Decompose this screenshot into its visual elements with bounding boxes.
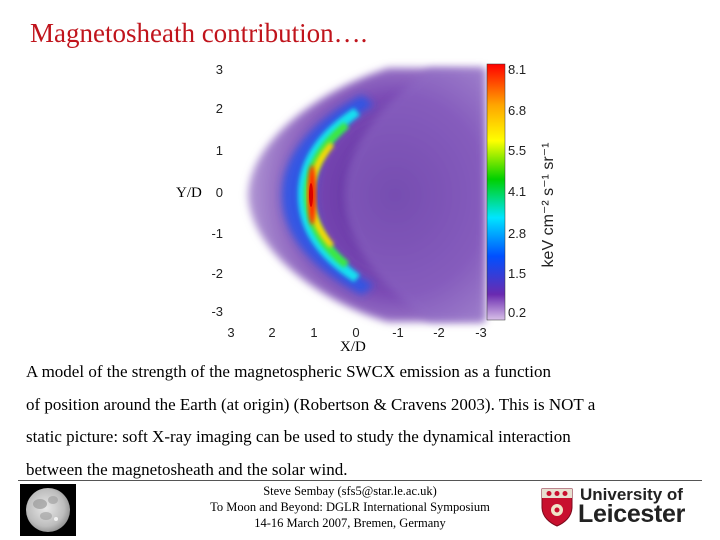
colorbar-tick: 0.2 (508, 305, 526, 320)
footer-credits: Steve Sembay (sfs5@star.le.ac.uk) To Moo… (170, 483, 530, 531)
colorbar-tick: 4.1 (508, 184, 526, 199)
y-axis-ticks: 3 2 1 0 -1 -2 -3 (211, 62, 223, 319)
emission-band-cyan (298, 108, 360, 282)
y-tick: 0 (216, 185, 223, 200)
colorbar-unit-text: keV cm⁻² s⁻¹ sr⁻¹ (540, 142, 557, 268)
moon-image (20, 484, 76, 536)
colorbar-tick: 1.5 (508, 266, 526, 281)
x-tick: 0 (352, 325, 359, 340)
x-tick: -3 (475, 325, 487, 340)
emission-band-blue (282, 95, 374, 295)
y-axis-label: Y/D (176, 185, 202, 201)
footer-event: To Moon and Beyond: DGLR International S… (210, 500, 490, 514)
x-axis-label: X/D (340, 339, 366, 355)
footer-divider (18, 480, 702, 481)
x-tick: -2 (433, 325, 445, 340)
figure-caption: A model of the strength of the magnetosp… (26, 356, 706, 486)
emission-band-yellow (308, 142, 334, 248)
x-tick: 3 (227, 325, 234, 340)
colorbar-tick: 6.8 (508, 103, 526, 118)
swcx-emission-map: 3 2 1 0 -1 -2 -3 3 2 1 0 -1 -2 -3 8.1 6.… (211, 62, 526, 340)
colorbar-tick: 8.1 (508, 62, 526, 77)
x-tick: 1 (310, 325, 317, 340)
y-tick: -1 (211, 226, 223, 241)
caption-line: static picture: soft X-ray imaging can b… (26, 427, 571, 446)
x-axis-ticks: 3 2 1 0 -1 -2 -3 (227, 325, 486, 340)
y-tick: -3 (211, 304, 223, 319)
colorbar (486, 63, 506, 321)
caption-line: of position around the Earth (at origin)… (26, 394, 596, 414)
x-tick: -1 (392, 325, 404, 340)
y-tick: 1 (216, 143, 223, 158)
slide-title: Magnetosheath contribution…. (30, 18, 368, 48)
colorbar-ticks: 8.1 6.8 5.5 4.1 2.8 1.5 0.2 (508, 62, 526, 320)
y-tick: 2 (216, 101, 223, 116)
y-tick: -2 (211, 266, 223, 281)
colorbar-tick: 5.5 (508, 143, 526, 158)
y-tick: 3 (216, 62, 223, 77)
x-tick: 2 (268, 325, 275, 340)
caption-line: between the magnetosheath and the solar … (26, 459, 348, 479)
university-crest-icon (541, 488, 573, 527)
emission-plot-area (225, 68, 485, 322)
emission-band-green (304, 122, 349, 268)
caption-line: A model of the strength of the magnetosp… (26, 362, 552, 381)
logo-line-1: University of (580, 485, 683, 504)
logo-line-2: Leicester (578, 500, 686, 528)
footer-date: 14-16 March 2007, Bremen, Germany (254, 516, 446, 530)
footer-author: Steve Sembay (sfs5@star.le.ac.uk) (263, 484, 437, 498)
colorbar-tick: 2.8 (508, 226, 526, 241)
university-logo: University of Leicester (538, 485, 708, 531)
